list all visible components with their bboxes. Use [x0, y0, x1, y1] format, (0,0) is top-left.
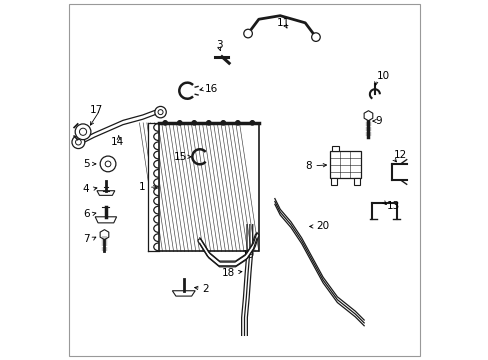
Polygon shape: [95, 217, 116, 223]
Bar: [330, 178, 336, 185]
Text: 3: 3: [216, 40, 223, 50]
Circle shape: [75, 124, 91, 140]
Bar: [159, 123, 258, 251]
Bar: [148, 123, 159, 251]
Text: 8: 8: [305, 161, 312, 171]
Circle shape: [206, 121, 210, 125]
Polygon shape: [364, 111, 372, 121]
Text: 15: 15: [173, 152, 186, 162]
Circle shape: [311, 33, 320, 41]
Text: 4: 4: [82, 184, 89, 194]
Polygon shape: [172, 291, 195, 296]
Circle shape: [244, 29, 252, 38]
Bar: [331, 146, 339, 152]
Circle shape: [80, 128, 86, 135]
Text: 12: 12: [393, 150, 406, 160]
Circle shape: [250, 121, 254, 125]
Circle shape: [221, 121, 225, 125]
Circle shape: [158, 110, 163, 114]
Text: 19: 19: [241, 250, 254, 260]
Polygon shape: [100, 230, 108, 240]
Circle shape: [72, 136, 84, 149]
Text: 20: 20: [315, 221, 328, 231]
Circle shape: [235, 121, 240, 125]
Bar: [353, 178, 359, 185]
Circle shape: [105, 161, 111, 167]
Circle shape: [192, 121, 196, 125]
Text: 1: 1: [139, 182, 145, 192]
Text: 6: 6: [82, 209, 89, 219]
Text: 10: 10: [376, 71, 389, 81]
Circle shape: [75, 139, 81, 145]
Bar: [159, 123, 258, 251]
Text: 2: 2: [202, 284, 208, 294]
Text: 11: 11: [276, 18, 289, 28]
Text: 5: 5: [82, 159, 89, 169]
Text: 9: 9: [374, 116, 381, 126]
Text: 7: 7: [82, 234, 89, 244]
Circle shape: [100, 156, 116, 172]
Circle shape: [163, 121, 167, 125]
Text: 14: 14: [111, 137, 124, 147]
Circle shape: [177, 121, 182, 125]
Text: 16: 16: [205, 84, 218, 94]
Circle shape: [155, 107, 166, 118]
Text: 18: 18: [222, 268, 235, 278]
Bar: [329, 152, 360, 178]
Text: 13: 13: [386, 201, 399, 211]
Text: 17: 17: [90, 105, 103, 115]
Polygon shape: [97, 191, 115, 195]
